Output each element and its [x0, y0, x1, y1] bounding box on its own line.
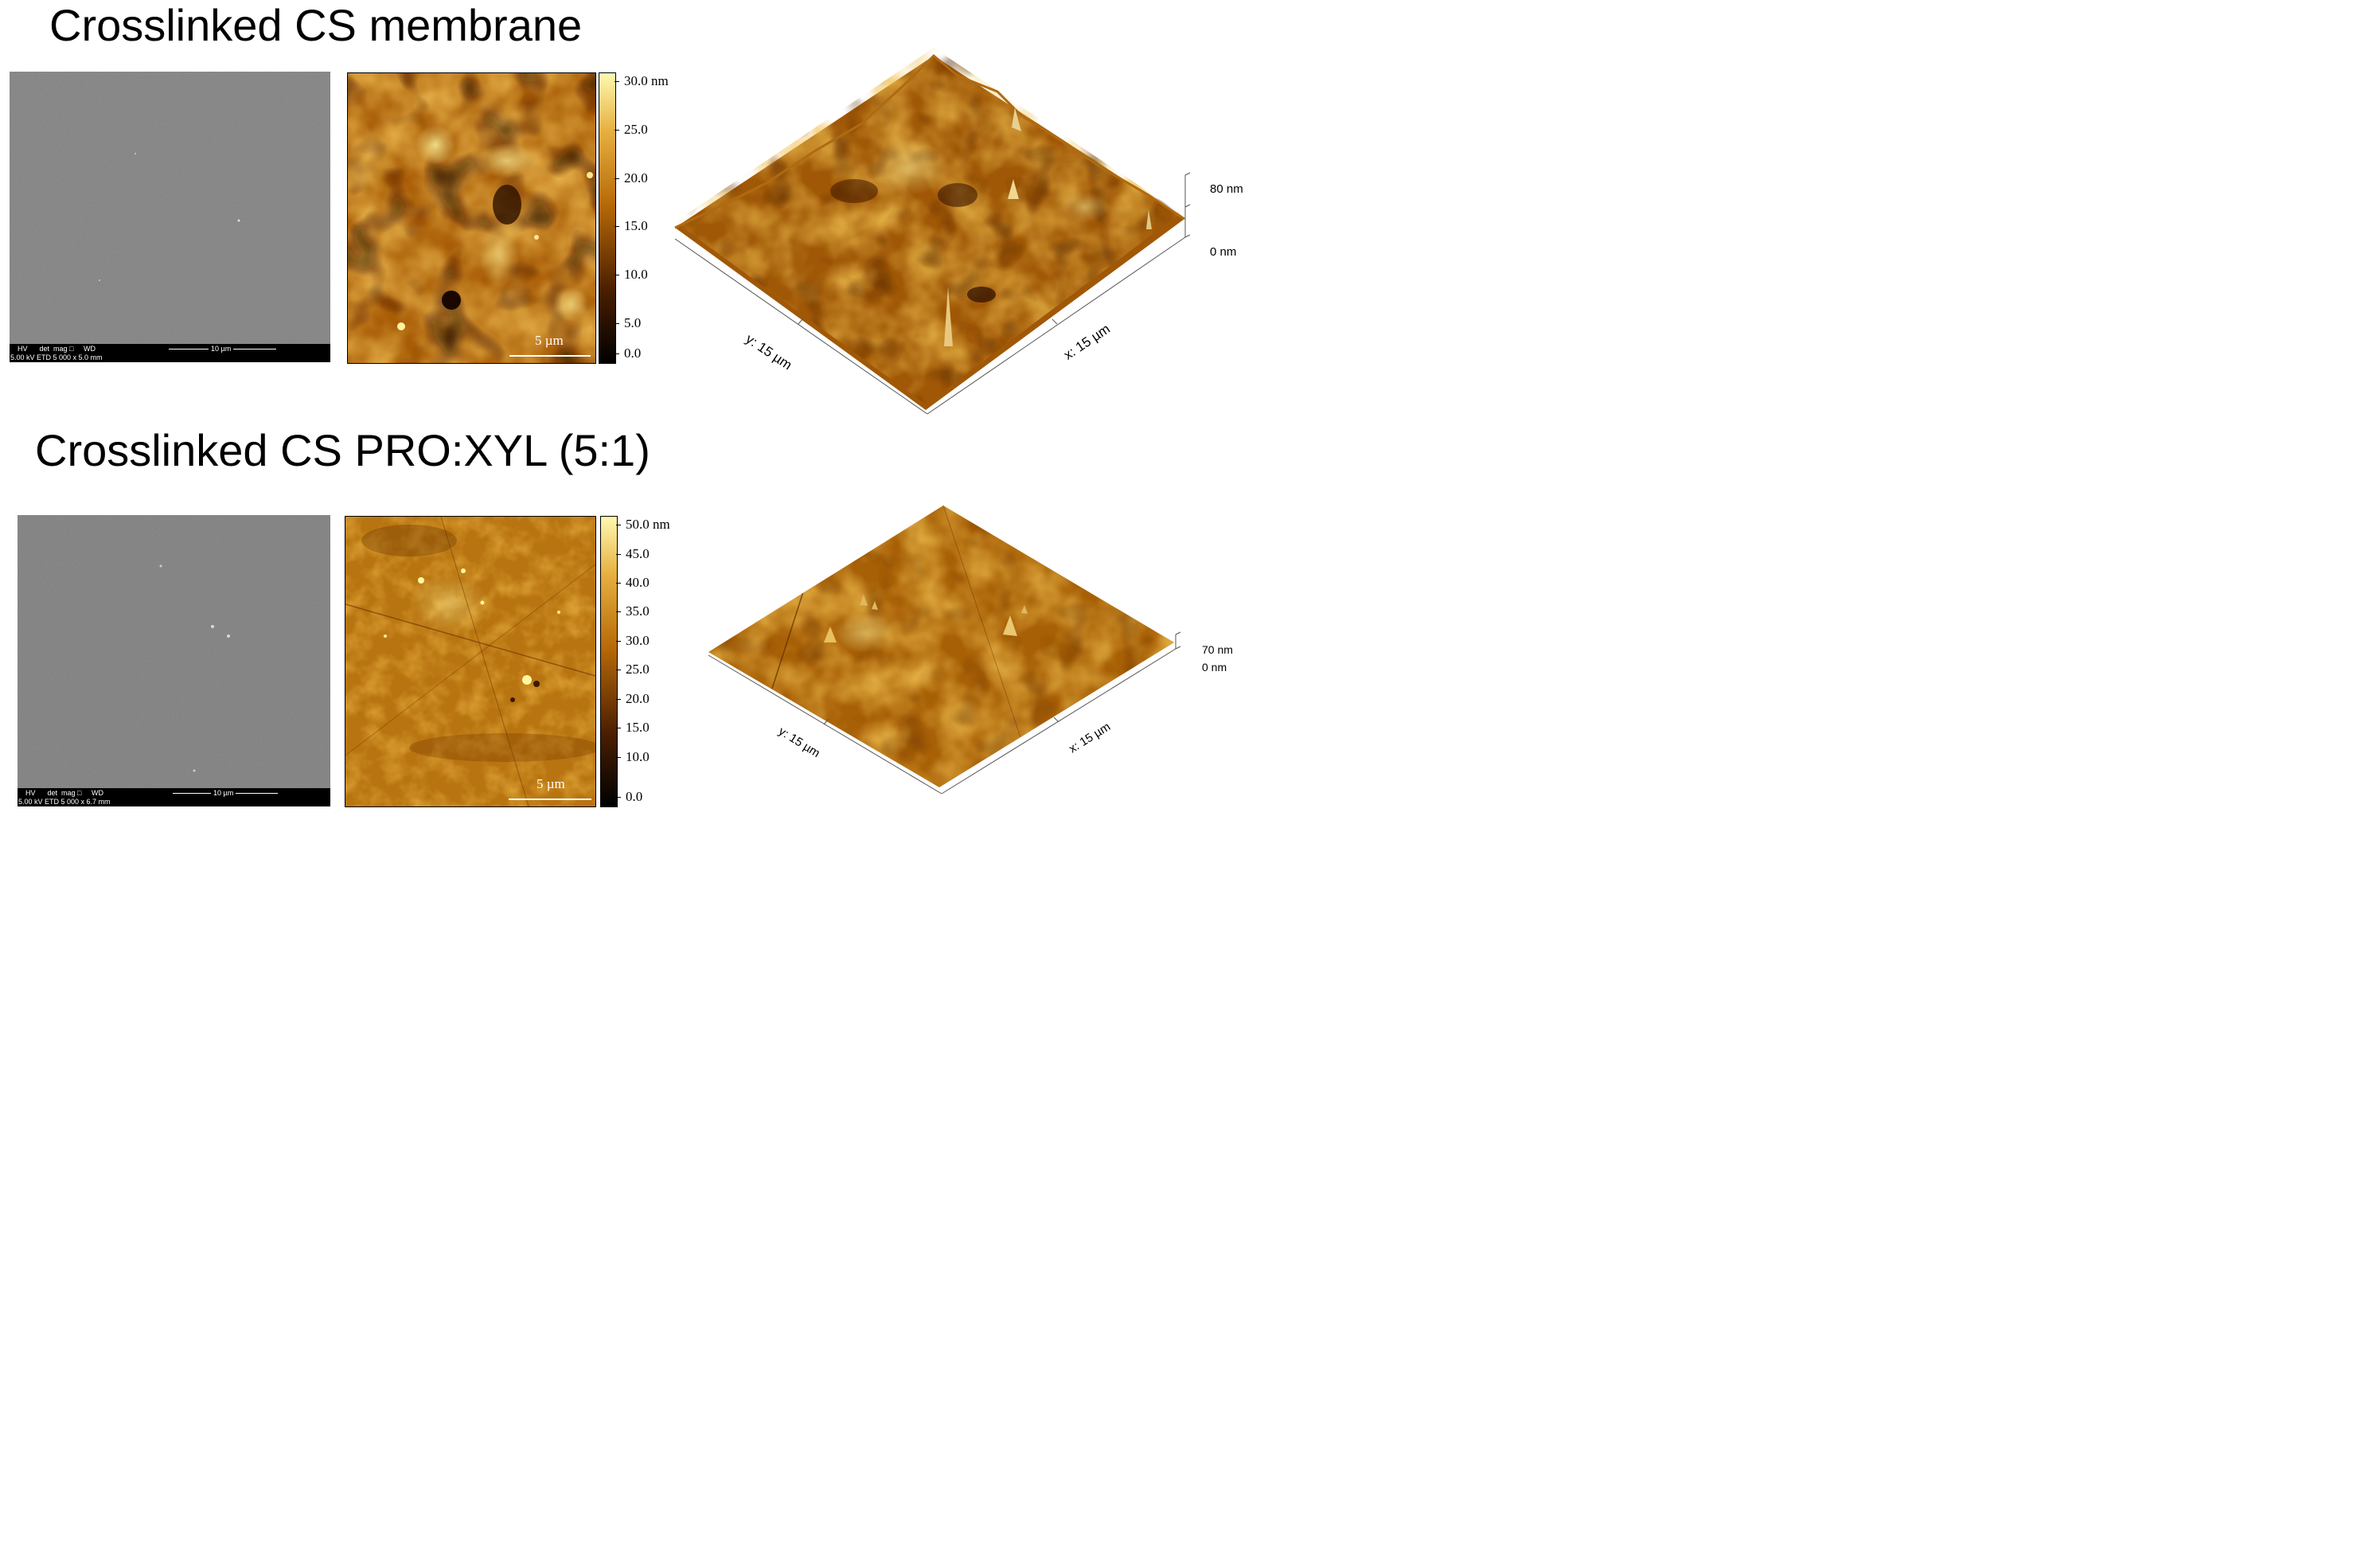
sem-scale-label: 10 µm	[211, 789, 236, 797]
colorbar-tick-mark	[615, 178, 619, 179]
sem-image-2: HV det mag □ WD 5.00 kV ETD 5 000 x 6.7 …	[18, 515, 330, 806]
sem-values: 5.00 kV ETD 5 000 x 6.7 mm	[18, 798, 111, 806]
colorbar-2	[600, 516, 618, 807]
spike-4	[1146, 209, 1152, 229]
colorbar-gradient	[601, 517, 617, 806]
colorbar-tick-mark	[616, 583, 621, 584]
afm-scale-label: 5 µm	[535, 333, 564, 348]
colorbar-tick-label: 15.0	[626, 720, 650, 735]
spike-2	[1008, 179, 1019, 199]
surface-1-z-bottom: 0 nm	[1210, 245, 1237, 259]
colorbar-1	[599, 72, 616, 364]
colorbar-tick-label: 45.0	[626, 546, 650, 561]
surface-2-z-bottom: 0 nm	[1202, 661, 1227, 674]
colorbar-tick-mark	[615, 323, 619, 324]
colorbar-tick-mark	[616, 611, 621, 612]
colorbar-tick-mark	[616, 641, 621, 642]
colorbar-tick-label: 35.0	[626, 603, 650, 619]
colorbar-tick-label: 40.0	[626, 575, 650, 590]
axis-y-line	[708, 654, 942, 795]
colorbar-tick-label: 25.0	[624, 122, 648, 137]
colorbar-tick-label: 0.0	[624, 346, 642, 361]
colorbar-tick-mark	[615, 81, 619, 82]
colorbar-tick-label: 15.0	[624, 218, 648, 233]
spike-3	[1012, 107, 1021, 131]
surface-1-z-top: 80 nm	[1210, 182, 1243, 196]
axis-x-line	[941, 648, 1176, 795]
spike-1	[944, 287, 953, 346]
afm-height-texture	[348, 73, 595, 363]
sem-info-bar: HV det mag □ WD 5.00 kV ETD 5 000 x 6.7 …	[18, 788, 330, 806]
peak-1	[824, 627, 837, 642]
afm-scale-label: 5 µm	[536, 776, 565, 791]
colorbar-tick-label: 10.0	[626, 749, 650, 764]
surface-2-z-top: 70 nm	[1202, 643, 1233, 656]
sem-texture	[10, 72, 330, 362]
afm-3d-surface-2	[708, 506, 1181, 795]
colorbar-gradient	[599, 73, 615, 363]
sem-header: HV det mag □ WD	[18, 345, 96, 353]
colorbar-tick-mark	[615, 226, 619, 227]
axis-x-line	[927, 236, 1186, 415]
peak-2	[1003, 615, 1017, 636]
afm-scale-bar	[509, 355, 591, 357]
axis-y-line	[674, 238, 928, 415]
colorbar-tick-label: 20.0	[624, 170, 648, 185]
afm-height-texture	[345, 517, 595, 806]
afm-height-map-2: 5 µm	[345, 516, 596, 807]
sem-header: HV det mag □ WD	[25, 789, 103, 797]
colorbar-tick-label: 20.0	[626, 691, 650, 706]
colorbar-tick-mark	[615, 353, 619, 354]
sem-info-bar: HV det mag □ WD 5.00 kV ETD 5 000 x 5.0 …	[10, 344, 330, 362]
sem-scale-label: 10 µm	[209, 345, 234, 353]
colorbar-tick-mark	[616, 554, 621, 555]
colorbar-tick-label: 25.0	[626, 662, 650, 677]
colorbar-tick-label: 10.0	[624, 267, 648, 282]
panel-1-title: Crosslinked CS membrane	[49, 0, 583, 50]
colorbar-tick-label: 5.0	[624, 315, 642, 330]
sem-values: 5.00 kV ETD 5 000 x 5.0 mm	[10, 353, 103, 361]
sem-image-1: HV det mag □ WD 5.00 kV ETD 5 000 x 5.0 …	[10, 72, 330, 362]
colorbar-tick-mark	[616, 797, 621, 798]
colorbar-tick-mark	[616, 699, 621, 700]
colorbar-tick-label: 30.0	[626, 633, 650, 648]
colorbar-tick-mark	[616, 757, 621, 758]
colorbar-tick-label: 50.0 nm	[626, 517, 670, 532]
colorbar-tick-label: 30.0 nm	[624, 73, 669, 88]
colorbar-tick-label: 0.0	[626, 789, 643, 804]
panel-2-title: Crosslinked CS PRO:XYL (5:1)	[35, 425, 650, 475]
colorbar-tick-mark	[615, 130, 619, 131]
afm-scale-bar	[509, 799, 591, 800]
sem-texture	[18, 515, 330, 806]
peak-3	[860, 595, 868, 606]
surface-ridge	[674, 53, 1185, 229]
afm-height-map-1: 5 µm	[347, 72, 596, 364]
afm-3d-surface-1	[674, 48, 1191, 415]
